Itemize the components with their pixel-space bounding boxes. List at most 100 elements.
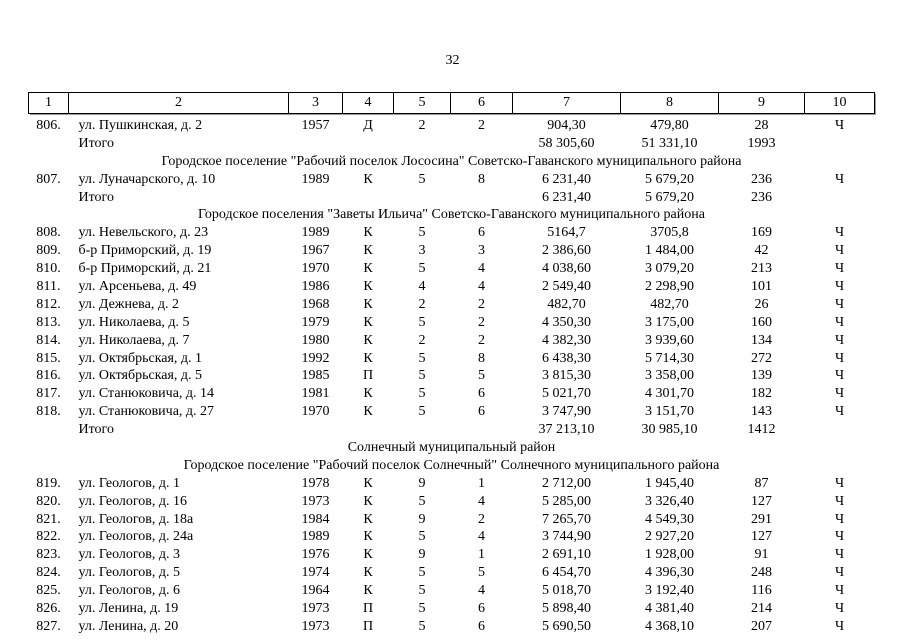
col5-cell: 5: [418, 600, 426, 616]
address-cell: б-р Приморский, д. 19: [78, 243, 212, 259]
col5-cell: [394, 135, 451, 153]
year-cell: 1976: [301, 547, 330, 563]
col9-cell: 1993: [747, 135, 776, 151]
col5-cell: 2: [418, 332, 426, 348]
col4-cell: К: [363, 243, 373, 259]
col10-cell: Ч: [834, 278, 845, 294]
col8-cell: 5 679,20: [645, 171, 694, 187]
col10-cell: Ч: [834, 314, 845, 330]
column-header: 4: [342, 92, 394, 114]
col5-cell: 5: [418, 529, 426, 545]
col8-cell: 1 928,00: [645, 547, 694, 563]
table-row: 821. ул. Геологов, д. 18а 1984 К 9 2 7 265,70 4…: [29, 511, 875, 529]
col10-cell: Ч: [834, 618, 845, 634]
col6-cell: 2: [478, 332, 485, 348]
col9-cell: 134: [751, 332, 772, 348]
col10-cell: Ч: [834, 171, 845, 187]
col9-cell: 236: [751, 189, 772, 205]
col6-cell: 4: [478, 583, 485, 599]
col8-cell: 3 175,00: [645, 314, 694, 330]
col5-cell: 2: [418, 117, 426, 133]
col6-cell: 6: [478, 404, 485, 420]
address-cell: ул. Дежнева, д. 2: [78, 296, 179, 312]
table-row: 820. ул. Геологов, д. 16 1973 К 5 4 5 285,00 3 …: [29, 493, 875, 511]
year-cell: [289, 135, 343, 153]
row-number-cell: 826.: [36, 600, 61, 616]
section-title: Городское поселение "Рабочий поселок Лос…: [161, 153, 742, 169]
col5-cell: 5: [418, 314, 426, 330]
col4-cell: К: [363, 511, 373, 527]
section-title: Городское поселение "Рабочий поселок Сол…: [183, 457, 720, 473]
address-cell: ул. Геологов, д. 1: [78, 475, 181, 491]
col7-cell: 4 382,30: [542, 332, 591, 348]
col4-cell: К: [363, 547, 373, 563]
address-cell: ул. Геологов, д. 6: [78, 583, 181, 599]
header-row: 1 2 3 4 5 6 7 8 9 10: [28, 92, 875, 114]
col8-cell: 51 331,10: [641, 135, 698, 151]
col9-cell: 42: [754, 243, 769, 259]
col9-cell: 182: [751, 386, 772, 402]
row-number-cell: 812.: [36, 296, 61, 312]
col6-cell: 2: [478, 296, 485, 312]
row-number-cell: 814.: [36, 332, 61, 348]
address-cell: ул. Ленина, д. 19: [78, 600, 179, 616]
col9-cell: 116: [751, 583, 772, 599]
col5-cell: 5: [418, 565, 426, 581]
col5-cell: 5: [418, 386, 426, 402]
col8-cell: 4 549,30: [645, 511, 694, 527]
row-number-cell: 819.: [36, 475, 61, 491]
col10-cell: Ч: [834, 243, 845, 259]
table-row: 819. ул. Геологов, д. 1 1978 К 9 1 2 712,00 1 9…: [29, 475, 875, 493]
row-number-cell: 822.: [36, 529, 61, 545]
column-header: 9: [718, 92, 805, 114]
col7-cell: 482,70: [547, 296, 586, 312]
address-cell: ул. Геологов, д. 24а: [78, 529, 194, 545]
col6-cell: 3: [478, 243, 485, 259]
col8-cell: 4 396,30: [645, 565, 694, 581]
table-row: 814. ул. Николаева, д. 7 1980 К 2 2 4 382,30 3 …: [29, 332, 875, 350]
col9-cell: 87: [754, 475, 769, 491]
col4-cell: К: [363, 404, 373, 420]
row-number-cell: 818.: [36, 404, 61, 420]
col8-cell: 3 326,40: [645, 493, 694, 509]
row-number-cell: 807.: [36, 171, 61, 187]
table-row: 811. ул. Арсеньева, д. 49 1986 К 4 4 2 549,40 2…: [29, 278, 875, 296]
column-header: 10: [804, 92, 875, 114]
col4-cell: К: [363, 261, 373, 277]
row-number-cell: [29, 189, 69, 207]
total-label-cell: Итого: [78, 189, 114, 205]
col10-cell: Ч: [834, 225, 845, 241]
col9-cell: 28: [754, 117, 769, 133]
col4-cell: [343, 135, 394, 153]
col6-cell: [451, 135, 513, 153]
col10-cell: Ч: [834, 117, 845, 133]
table-row: 816. ул. Октябрьская, д. 5 1985 П 5 5 3 815,30…: [29, 367, 875, 385]
row-number-cell: 820.: [36, 493, 61, 509]
row-number-cell: 816.: [36, 368, 61, 384]
col6-cell: 4: [478, 529, 485, 545]
col7-cell: 7 265,70: [542, 511, 591, 527]
col5-cell: 5: [418, 350, 426, 366]
address-cell: ул. Октябрьская, д. 1: [78, 350, 203, 366]
row-number-cell: 823.: [36, 547, 61, 563]
table-row: 823. ул. Геологов, д. 3 1976 К 9 1 2 691,10 1 9…: [29, 546, 875, 564]
col5-cell: [394, 421, 451, 439]
col10-cell: Ч: [834, 565, 845, 581]
table-row: 824. ул. Геологов, д. 5 1974 К 5 5 6 454,70 4 3…: [29, 564, 875, 582]
col5-cell: 5: [418, 618, 426, 634]
address-cell: ул. Луначарского, д. 10: [78, 171, 216, 187]
address-cell: ул. Геологов, д. 3: [78, 547, 181, 563]
col10-cell: [805, 135, 875, 153]
col10-cell: Ч: [834, 404, 845, 420]
row-number-cell: 808.: [36, 225, 61, 241]
col6-cell: [451, 189, 513, 207]
row-number-cell: 811.: [36, 278, 61, 294]
row-number-cell: 824.: [36, 565, 61, 581]
col4-cell: П: [362, 600, 374, 616]
col6-cell: 6: [478, 225, 485, 241]
col10-cell: Ч: [834, 332, 845, 348]
col7-cell: 2 386,60: [542, 243, 591, 259]
table-row: 806. ул. Пушкинская, д. 2 1957 Д 2 2 904,30 479…: [29, 117, 875, 135]
col8-cell: 30 985,10: [641, 422, 698, 438]
year-cell: 1968: [301, 296, 330, 312]
